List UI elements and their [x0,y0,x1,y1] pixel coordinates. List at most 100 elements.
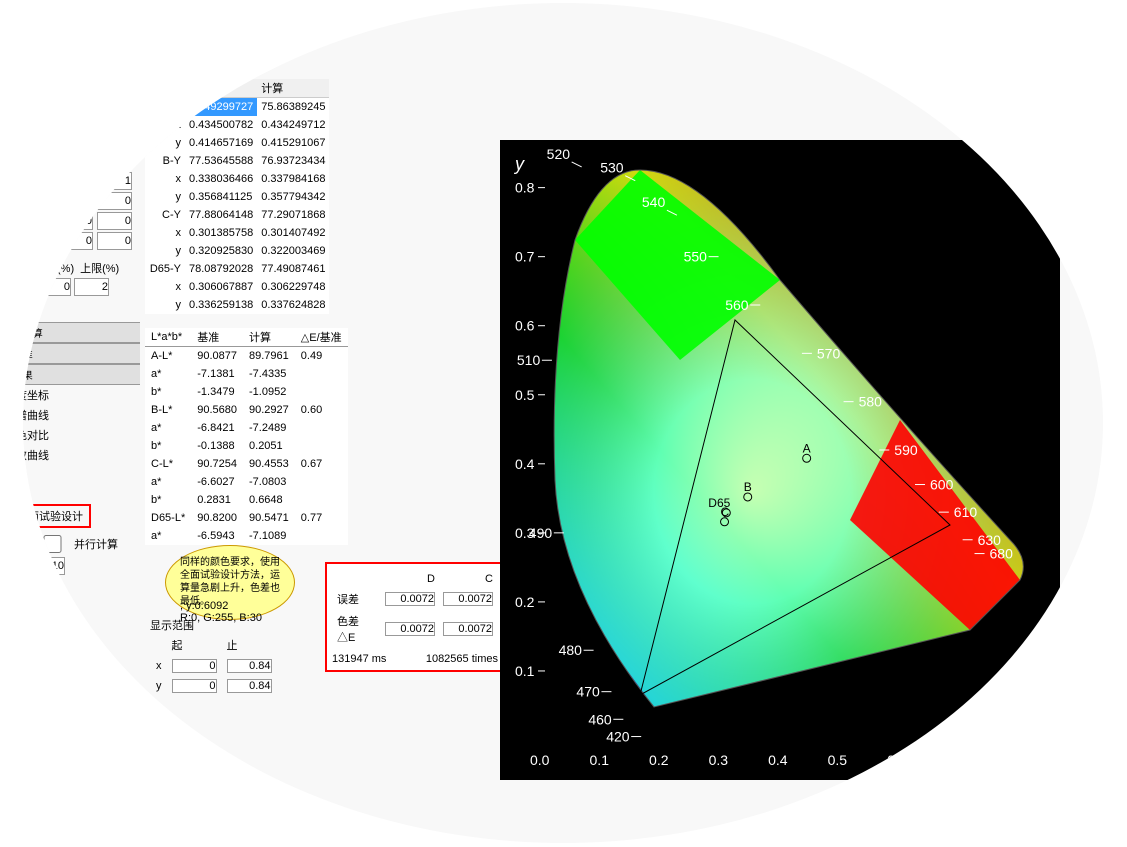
parallel-value[interactable] [35,557,65,575]
table-row: a*-6.8421-7.2489 [145,419,348,437]
svg-text:420: 420 [606,729,630,745]
table-row: b*-0.13880.2051 [145,437,348,455]
svg-text:0.5: 0.5 [515,387,535,403]
svg-text:0.6: 0.6 [515,318,535,334]
table-row: D65-L*90.820090.54710.77 [145,509,348,527]
val-e[interactable] [97,192,132,210]
menu-compare[interactable]: 颜色对比 [0,425,140,445]
table-row: C-Y77.8806414877.29071868 [145,206,329,224]
table-row: B-Y77.5364558876.93723434 [145,152,329,170]
val-b[interactable] [58,172,93,190]
val-c[interactable] [97,172,132,190]
err-d[interactable] [385,592,435,606]
table-row: b*0.28310.6648 [145,491,348,509]
svg-text:560: 560 [725,297,749,313]
svg-text:A: A [803,441,811,455]
val-i[interactable] [97,232,132,250]
svg-text:0.8: 0.8 [515,180,535,196]
result-box: DC 误差 色差△E 131947 ms 1082565 times [325,562,505,672]
svg-text:0.5: 0.5 [828,752,848,768]
save-label: 保存 [9,536,31,552]
svg-text:B: B [744,480,752,494]
limit-lo[interactable] [36,278,71,296]
xy-table: 计算 76.4929972775.86389245x0.4345007820.4… [145,79,329,314]
x-lo[interactable] [172,659,217,673]
table-row: a*-6.5943-7.1089 [145,527,348,545]
menu-absorption[interactable]: 收敛曲线 [0,445,140,465]
svg-text:0.3: 0.3 [709,752,729,768]
val-g[interactable] [97,212,132,230]
table-row: B-L*90.568090.29270.60 [145,401,348,419]
calc-header: 计算 [257,79,329,98]
svg-text:460: 460 [588,711,612,727]
svg-text:0.0: 0.0 [530,752,550,768]
menu-spectrum[interactable]: 光谱曲线 [0,405,140,425]
svg-text:590: 590 [894,442,918,458]
limit-hi-label: 上限(%) [80,260,119,276]
svg-text:610: 610 [954,504,978,520]
svg-text:540: 540 [642,194,666,210]
table-row: x0.3060678870.306229748 [145,278,329,296]
section-base[interactable]: ▸ 基准 [0,343,140,364]
y-axis-label: y [513,154,525,174]
val-h[interactable] [58,232,93,250]
val-a[interactable] [97,152,132,170]
section-pending[interactable]: ▸ 待计算 [0,322,140,343]
times-label: 1082565 times [426,653,498,665]
svg-text:550: 550 [684,249,708,265]
svg-text:0.7: 0.7 [515,249,535,265]
svg-text:680: 680 [990,546,1014,562]
menu-chromaticity[interactable]: 色度坐标 [0,385,140,405]
table-row: 76.4929972775.86389245 [145,98,329,116]
condition-label: 条件 [9,558,31,574]
table-row: a*-6.6027-7.0803 [145,473,348,491]
table-row: A-L*90.087789.79610.49 [145,347,348,365]
table-row: y0.3362591380.337624828 [145,296,329,314]
svg-text:470: 470 [576,684,600,700]
svg-text:0.7: 0.7 [947,752,967,768]
svg-text:490: 490 [529,525,553,541]
table-row: x0.3380364660.337984168 [145,170,329,188]
svg-text:580: 580 [859,394,883,410]
table-row: x0.3013857580.301407492 [145,224,329,242]
table-row: a*-7.1381-7.4335 [145,365,348,383]
qty-label: 用量 [5,279,33,295]
decimal-label: 小数 [5,298,33,314]
table-row: y0.3568411250.357794342 [145,188,329,206]
svg-text:520: 520 [547,146,571,162]
svg-text:0.1: 0.1 [515,663,535,679]
section-result[interactable]: ▸ 结果 [0,364,140,385]
table-row: C-L*90.725490.45530.67 [145,455,348,473]
svg-text:0.1: 0.1 [590,752,610,768]
val-d[interactable] [58,192,93,210]
display-range: 显示范围 起止 x y [150,617,278,697]
calc-button[interactable]: 计算 [9,587,49,611]
y-lo[interactable] [172,679,217,693]
err-c[interactable] [443,592,493,606]
y-hi[interactable] [227,679,272,693]
parallel-label: 并行计算 [74,536,118,552]
svg-text:0.2: 0.2 [515,594,535,610]
full-design-button[interactable]: 全面试验设计 [9,504,91,528]
svg-text:570: 570 [817,345,841,361]
parallel-checkbox[interactable] [35,535,70,553]
svg-text:D65: D65 [708,496,730,510]
table-row: b*-1.3479-1.0952 [145,383,348,401]
lab-table: L*a*b* 基准 计算 △E/基准 A-L*90.087789.79610.4… [145,328,348,545]
de-d[interactable] [385,622,435,636]
table-row: y0.4146571690.415291067 [145,134,329,152]
cie-diagram: y 0.10.20.30.40.50.60.70.8 0.00.10.20.30… [500,140,1060,780]
svg-text:600: 600 [930,477,954,493]
x-hi[interactable] [227,659,272,673]
svg-text:0.4: 0.4 [515,456,535,472]
svg-text:0.4: 0.4 [768,752,788,768]
val-f[interactable] [58,212,93,230]
table-row: x0.4345007820.434249712 [145,116,329,134]
limit-hi[interactable] [74,278,109,296]
svg-text:0.6: 0.6 [887,752,907,768]
limit-lo-label: 下限(%) [35,260,74,276]
table-row: y0.3209258300.322003469 [145,242,329,260]
time-label: 131947 ms [332,653,386,665]
colorant-info: 着色剂色差: D5: :14.5539 :14.9192 1.9788 [65,709,138,761]
de-c[interactable] [443,622,493,636]
